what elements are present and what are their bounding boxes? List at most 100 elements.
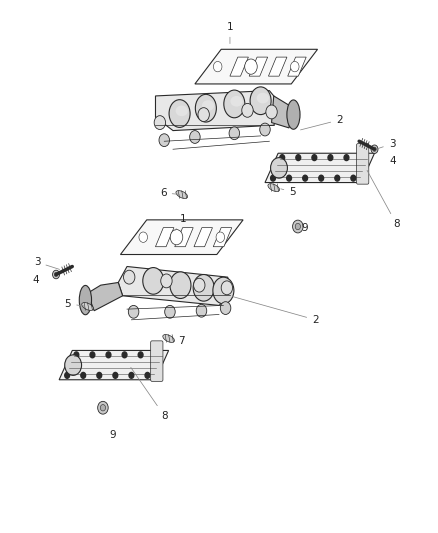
Ellipse shape [82, 303, 93, 310]
Text: 7: 7 [173, 336, 185, 346]
Circle shape [100, 405, 106, 411]
Circle shape [194, 278, 205, 292]
Circle shape [344, 155, 349, 160]
Ellipse shape [176, 191, 187, 198]
Circle shape [229, 127, 240, 140]
Text: 9: 9 [110, 431, 117, 440]
Circle shape [81, 373, 86, 378]
Circle shape [351, 175, 356, 181]
Circle shape [122, 352, 127, 358]
Text: 8: 8 [131, 367, 168, 421]
Circle shape [216, 232, 225, 243]
Polygon shape [213, 228, 232, 247]
Polygon shape [265, 154, 374, 182]
Circle shape [295, 223, 300, 230]
Polygon shape [120, 220, 243, 254]
Circle shape [98, 401, 108, 414]
Text: 5: 5 [281, 187, 296, 197]
Circle shape [198, 108, 209, 122]
Circle shape [293, 220, 303, 233]
Circle shape [65, 355, 81, 375]
Text: 5: 5 [64, 299, 85, 309]
Polygon shape [249, 57, 268, 76]
Circle shape [271, 158, 287, 178]
Polygon shape [175, 228, 193, 247]
Text: 8: 8 [367, 171, 400, 229]
Ellipse shape [176, 106, 188, 116]
Circle shape [159, 134, 170, 147]
Circle shape [97, 373, 102, 378]
Circle shape [154, 116, 166, 130]
Text: 2: 2 [233, 296, 319, 325]
Polygon shape [118, 266, 230, 305]
Circle shape [221, 281, 233, 295]
Polygon shape [230, 57, 248, 76]
Ellipse shape [202, 100, 214, 111]
Circle shape [296, 155, 300, 160]
Polygon shape [288, 57, 306, 76]
Ellipse shape [170, 272, 191, 298]
Polygon shape [195, 50, 318, 84]
FancyBboxPatch shape [357, 143, 369, 184]
Circle shape [245, 59, 257, 74]
Circle shape [260, 123, 270, 136]
Ellipse shape [79, 286, 92, 314]
Ellipse shape [287, 100, 300, 130]
Polygon shape [194, 228, 212, 247]
Circle shape [190, 131, 200, 143]
Circle shape [53, 270, 60, 279]
Polygon shape [88, 282, 123, 311]
Circle shape [196, 304, 207, 317]
Text: 3: 3 [378, 139, 396, 149]
Circle shape [90, 352, 95, 358]
Circle shape [220, 302, 231, 314]
Circle shape [113, 373, 118, 378]
Circle shape [124, 270, 135, 284]
Text: 9: 9 [301, 223, 308, 233]
Polygon shape [155, 228, 174, 247]
FancyBboxPatch shape [151, 341, 163, 382]
Circle shape [319, 175, 324, 181]
Circle shape [280, 155, 285, 160]
Text: 6: 6 [160, 188, 179, 198]
Circle shape [106, 352, 111, 358]
Circle shape [138, 352, 143, 358]
Circle shape [154, 352, 159, 358]
Text: 1: 1 [175, 214, 187, 230]
Ellipse shape [195, 94, 216, 122]
Circle shape [161, 274, 172, 288]
Ellipse shape [213, 277, 234, 304]
Circle shape [328, 155, 333, 160]
Circle shape [335, 175, 340, 181]
Circle shape [371, 145, 378, 154]
Circle shape [266, 105, 277, 119]
Ellipse shape [193, 274, 214, 301]
Circle shape [213, 61, 222, 72]
Ellipse shape [268, 184, 279, 191]
Text: 3: 3 [34, 257, 60, 269]
Ellipse shape [143, 268, 164, 294]
Circle shape [129, 373, 134, 378]
Ellipse shape [169, 100, 190, 127]
Ellipse shape [250, 87, 271, 115]
Ellipse shape [230, 96, 243, 107]
Circle shape [271, 175, 276, 181]
Polygon shape [59, 351, 169, 379]
Polygon shape [155, 91, 283, 131]
Circle shape [139, 232, 148, 243]
Circle shape [128, 305, 139, 318]
Circle shape [145, 373, 150, 378]
Circle shape [290, 61, 299, 72]
Circle shape [287, 175, 292, 181]
Circle shape [74, 352, 79, 358]
Circle shape [303, 175, 307, 181]
Ellipse shape [257, 93, 269, 103]
Polygon shape [272, 96, 291, 128]
Text: 2: 2 [300, 115, 343, 130]
Circle shape [242, 103, 253, 117]
Text: 4: 4 [389, 157, 396, 166]
Circle shape [312, 155, 317, 160]
Ellipse shape [224, 90, 245, 118]
Circle shape [65, 373, 70, 378]
Circle shape [373, 147, 376, 151]
